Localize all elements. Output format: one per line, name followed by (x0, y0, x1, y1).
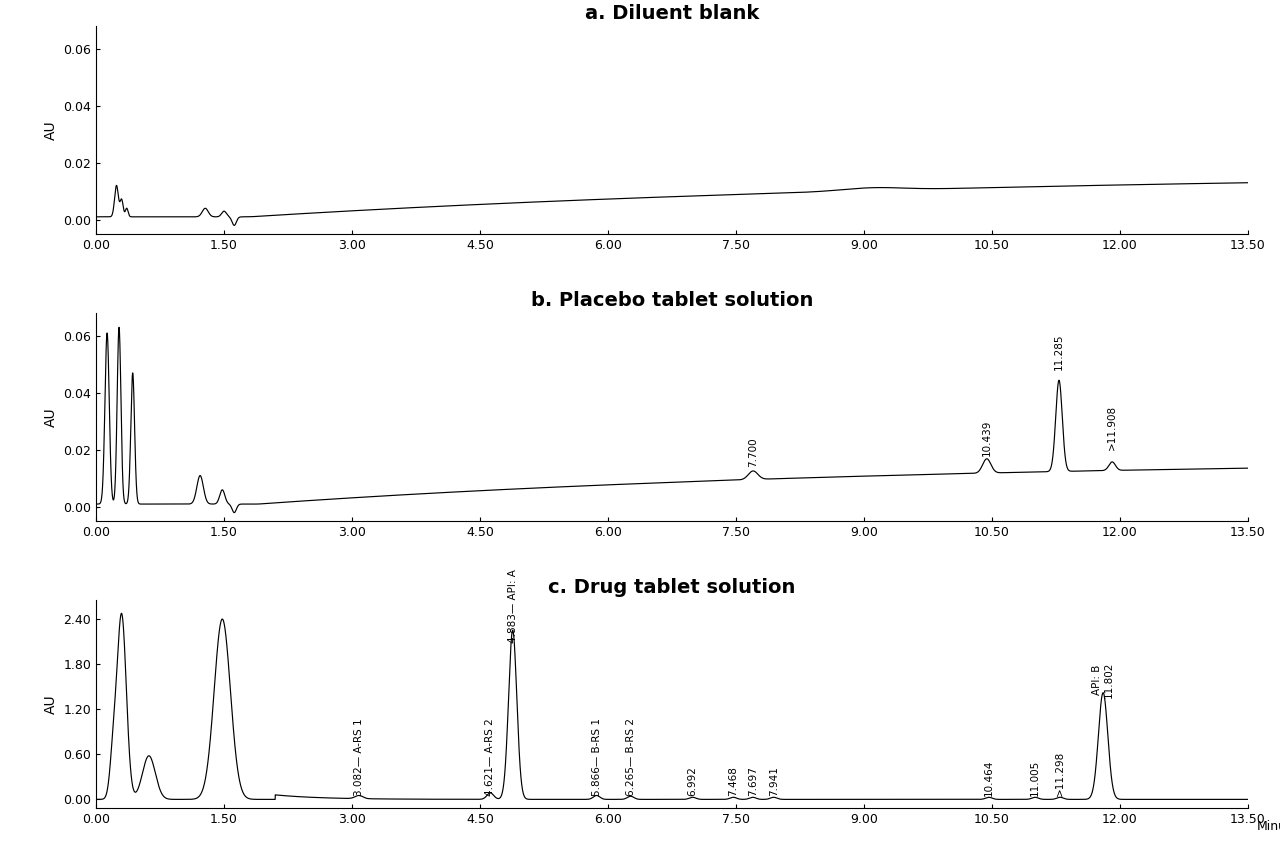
Text: 11.285: 11.285 (1053, 334, 1064, 370)
Y-axis label: AU: AU (44, 408, 58, 427)
Title: a. Diluent blank: a. Diluent blank (585, 3, 759, 23)
Text: 4.883— API: A: 4.883— API: A (508, 569, 517, 643)
Text: Minutes: Minutes (1257, 820, 1280, 833)
Title: c. Drug tablet solution: c. Drug tablet solution (548, 578, 796, 598)
Text: 6.265— B-RS 2: 6.265— B-RS 2 (626, 717, 636, 796)
Text: 5.866— B-RS 1: 5.866— B-RS 1 (591, 717, 602, 796)
Text: API: B
11.802: API: B 11.802 (1092, 661, 1114, 698)
Text: 3.082— A-RS 1: 3.082— A-RS 1 (355, 718, 364, 796)
Text: 11.005: 11.005 (1030, 759, 1041, 796)
Text: 7.697: 7.697 (748, 765, 758, 796)
Text: >11.298: >11.298 (1055, 751, 1065, 796)
Y-axis label: AU: AU (44, 120, 58, 139)
Y-axis label: AU: AU (44, 695, 58, 714)
Title: b. Placebo tablet solution: b. Placebo tablet solution (531, 291, 813, 310)
Text: >11.908: >11.908 (1107, 405, 1117, 450)
Text: 6.992: 6.992 (687, 765, 698, 796)
Text: 7.468: 7.468 (728, 765, 739, 796)
Text: 10.439: 10.439 (982, 419, 992, 456)
Text: 10.464: 10.464 (984, 759, 995, 796)
Text: 4.621— A-RS 2: 4.621— A-RS 2 (485, 718, 495, 796)
Text: 7.700: 7.700 (748, 438, 758, 467)
Text: 7.941: 7.941 (768, 765, 778, 796)
